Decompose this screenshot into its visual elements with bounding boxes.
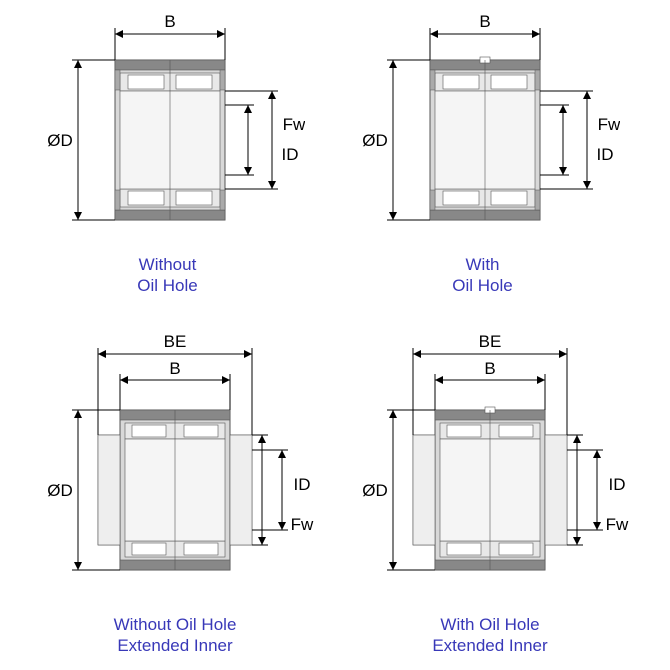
bearing-body	[115, 60, 225, 220]
caption-line2: Extended Inner	[117, 636, 232, 655]
dim-label-Fw: Fw	[606, 515, 629, 534]
caption-line2: Oil Hole	[452, 276, 512, 295]
caption-line2: Oil Hole	[137, 276, 197, 295]
dim-label-ID: ID	[282, 145, 299, 164]
bearing-drawing: BE B ØD ID	[345, 330, 635, 610]
dim-label-BE: BE	[164, 332, 187, 351]
dim-B: B	[115, 12, 225, 60]
dim-label-OD: ØD	[362, 481, 388, 500]
diagram-with-oil-hole-extended: BE B ØD ID	[345, 330, 635, 657]
dim-label-ID: ID	[609, 475, 626, 494]
dim-label-B: B	[484, 359, 495, 378]
dim-B: B	[430, 12, 540, 60]
bearing-body	[98, 410, 252, 570]
caption-line1: With Oil Hole	[440, 615, 539, 634]
bearing-drawing: B ØD Fw ID	[30, 10, 305, 250]
dim-label-Fw: Fw	[283, 115, 305, 134]
diagram-without-oil-hole: B ØD Fw ID Withou	[30, 10, 305, 297]
dim-label-OD: ØD	[47, 131, 73, 150]
dim-OD: ØD	[362, 60, 430, 220]
dim-OD: ØD	[47, 60, 115, 220]
caption-line2: Extended Inner	[432, 636, 547, 655]
dim-label-Fw: Fw	[598, 115, 620, 134]
dim-label-OD: ØD	[362, 131, 388, 150]
diagram-with-oil-hole: B ØD Fw ID With Oil Hole	[345, 10, 620, 297]
caption: With Oil Hole Extended Inner	[345, 614, 635, 657]
caption-line1: Without	[139, 255, 197, 274]
dim-label-BE: BE	[479, 332, 502, 351]
bearing-drawing: B ØD Fw ID	[345, 10, 620, 250]
dim-Fw: Fw	[225, 91, 305, 189]
dim-label-B: B	[164, 12, 175, 31]
bearing-drawing: BE B ØD ID	[30, 330, 320, 610]
caption: With Oil Hole	[345, 254, 620, 297]
dim-label-ID: ID	[294, 475, 311, 494]
dim-Fw: Fw	[540, 91, 620, 189]
bearing-body	[430, 57, 540, 220]
dim-B: B	[435, 359, 545, 410]
dim-label-B: B	[169, 359, 180, 378]
diagram-without-oil-hole-extended: BE B ØD ID	[30, 330, 320, 657]
caption: Without Oil Hole	[30, 254, 305, 297]
dim-B: B	[120, 359, 230, 410]
dim-label-OD: ØD	[47, 481, 73, 500]
bearing-body	[413, 407, 567, 570]
dim-label-B: B	[479, 12, 490, 31]
dim-label-ID: ID	[597, 145, 614, 164]
caption-line1: With	[466, 255, 500, 274]
dim-label-Fw: Fw	[291, 515, 314, 534]
caption: Without Oil Hole Extended Inner	[30, 614, 320, 657]
caption-line1: Without Oil Hole	[114, 615, 237, 634]
